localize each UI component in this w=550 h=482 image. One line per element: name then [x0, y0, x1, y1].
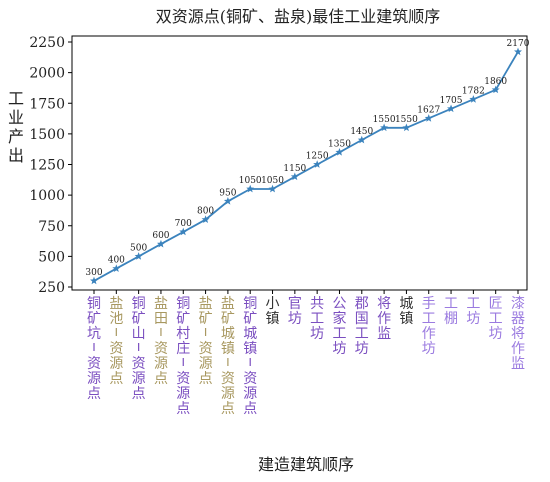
data-point: [112, 264, 121, 273]
data-point: [201, 215, 210, 224]
y-axis-label: 工业产出: [8, 89, 24, 165]
y-tick-label: 2000: [29, 66, 65, 82]
data-label: 1150: [283, 164, 306, 174]
data-label: 1550: [395, 115, 418, 125]
x-tick-label: 手工作坊: [422, 296, 436, 357]
x-tick-label: 工棚: [444, 296, 458, 327]
data-label: 500: [130, 243, 147, 253]
data-label: 1782: [462, 86, 485, 96]
x-tick-label: 铜矿山资源点: [132, 296, 146, 402]
data-point: [179, 227, 188, 236]
data-label: 600: [152, 231, 169, 241]
data-label: 1627: [417, 105, 440, 115]
data-point: [335, 148, 344, 156]
data-label: 950: [219, 188, 236, 198]
data-point: [491, 85, 500, 94]
data-label: 2170: [507, 39, 530, 49]
data-point: [268, 184, 277, 193]
x-tick-label: 盐池资源点: [109, 296, 123, 387]
x-tick-label: 城镇: [399, 296, 413, 327]
x-tick-label: 盐矿资源点: [199, 296, 213, 387]
data-label: 1450: [350, 127, 373, 137]
x-axis-label: 建造建筑顺序: [258, 455, 354, 474]
data-point: [402, 123, 411, 132]
y-tick-label: 1750: [29, 96, 65, 112]
y-axis: 250 500 750 1000 1250 1500 1750 2000 2250: [29, 35, 72, 296]
y-tick-label: 1250: [29, 158, 65, 174]
x-tick-label: 工坊: [466, 296, 480, 327]
y-tick-label: 750: [38, 219, 65, 235]
y-tick-label: 500: [38, 249, 65, 265]
data-point: [134, 252, 143, 260]
data-point: [156, 239, 165, 248]
plot-frame: [71, 35, 528, 291]
data-point: [380, 123, 389, 132]
x-axis: 铜矿坑资源点盐池资源点铜矿山资源点盐田资源点铜矿村庄资源点盐矿资源点盐矿城镇资源…: [87, 290, 525, 417]
x-tick-label: 将作监: [377, 296, 391, 342]
data-point: [290, 172, 299, 181]
series-polyline: [93, 51, 519, 282]
y-tick-label: 1500: [29, 127, 65, 143]
x-tick-label: 共工坊: [310, 296, 324, 342]
y-tick-label: 1000: [29, 188, 65, 204]
data-label: 1050: [261, 176, 284, 186]
x-tick-label: 铜矿村庄资源点: [176, 296, 190, 417]
x-tick-label: 公家工坊: [332, 296, 346, 357]
data-point: [313, 160, 322, 168]
x-tick-label: 郡国工坊: [355, 296, 369, 357]
series-line: [90, 47, 522, 285]
x-tick-label: 盐田资源点: [154, 296, 168, 387]
data-point: [357, 135, 366, 144]
x-tick-label: 漆器将作监: [511, 296, 525, 372]
data-point: [424, 114, 433, 122]
data-point: [246, 184, 255, 193]
x-tick-label: 小镇: [266, 296, 280, 327]
chart-title: 双资源点(铜矿、盐泉)最佳工业建筑顺序: [156, 7, 441, 26]
data-label: 1250: [306, 152, 329, 162]
data-label: 800: [197, 207, 214, 217]
y-tick-label: 250: [38, 280, 65, 296]
data-label: 1350: [328, 139, 351, 149]
x-tick-label: 铜矿坑资源点: [87, 296, 101, 402]
data-point: [469, 95, 478, 103]
data-label: 400: [108, 256, 125, 266]
data-label: 300: [85, 268, 102, 278]
y-tick-label: 2250: [29, 35, 65, 51]
data-point: [90, 276, 98, 285]
data-point: [514, 47, 522, 56]
data-label: 700: [175, 219, 192, 229]
data-label: 1860: [484, 77, 507, 87]
data-label: 1550: [373, 115, 396, 125]
x-tick-label: 盐矿城镇资源点: [221, 296, 235, 417]
x-tick-label: 匠工坊: [489, 296, 503, 342]
data-point: [223, 197, 232, 205]
data-label: 1050: [239, 176, 262, 186]
data-label: 1705: [440, 96, 463, 106]
x-tick-label: 官坊: [288, 296, 302, 327]
x-tick-label: 铜矿城镇资源点: [243, 296, 257, 417]
data-point: [447, 104, 456, 113]
